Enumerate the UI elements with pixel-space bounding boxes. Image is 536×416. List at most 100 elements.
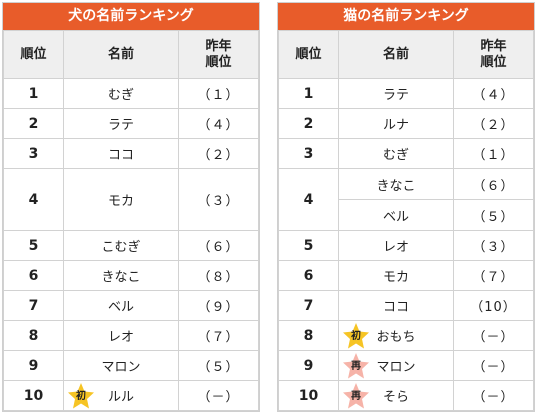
header-row: 順位 名前 昨年 順位 xyxy=(278,30,534,79)
rank-cell: 9 xyxy=(3,350,64,381)
prev-rank-cell: （－） xyxy=(453,350,534,381)
table-row: ベル （５） xyxy=(279,199,534,231)
name-cell: こむぎ xyxy=(63,230,179,261)
prev-rank-cell: （１） xyxy=(453,138,534,169)
table-row: 2 ラテ （４） xyxy=(3,108,259,139)
prev-rank-cell: （７） xyxy=(178,320,259,351)
rank-cell: 9 xyxy=(278,350,339,381)
prev-rank-cell: （１） xyxy=(178,78,259,109)
table-row: 4 きなこ （６） xyxy=(278,168,534,231)
prev-rank-cell: （５） xyxy=(453,199,534,231)
name-cell: 再 マロン xyxy=(338,350,454,381)
table-row: 10 初 ルル （－） xyxy=(3,380,259,411)
header-prev-rank: 昨年 順位 xyxy=(178,30,259,79)
new-entry-badge: 初 xyxy=(67,382,95,410)
name-cell: モカ xyxy=(63,168,179,231)
name-cell: モカ xyxy=(338,260,454,291)
name-cell: レオ xyxy=(63,320,179,351)
name-label: マロン xyxy=(376,360,416,375)
table-row: 8 初 おもち （－） xyxy=(278,320,534,351)
prev-rank-cell: （８） xyxy=(178,260,259,291)
name-cell: マロン xyxy=(63,350,179,381)
table-row: 8 レオ （７） xyxy=(3,320,259,351)
prev-rank-cell: （７） xyxy=(453,260,534,291)
name-cell: ココ xyxy=(338,290,454,321)
rank-cell: 7 xyxy=(3,290,64,321)
name-cell: ココ xyxy=(63,138,179,169)
rank-cell: 1 xyxy=(3,78,64,109)
name-cell: むぎ xyxy=(63,78,179,109)
rank-cell: 10 xyxy=(3,380,64,411)
table-row: 4 モカ （３） xyxy=(3,168,259,231)
cat-ranking-table: 順位 名前 昨年 順位 1 ラテ （４） 2 ルナ （２） 3 むぎ xyxy=(278,30,534,411)
rank-cell: 6 xyxy=(3,260,64,291)
rank-cell: 5 xyxy=(278,230,339,261)
prev-rank-cell: （－） xyxy=(453,380,534,411)
dog-ranking-panel: 犬の名前ランキング 順位 名前 昨年 順位 1 むぎ （１） 2 ラテ （４） xyxy=(2,2,260,412)
header-name: 名前 xyxy=(338,30,454,79)
dog-ranking-table: 順位 名前 昨年 順位 1 むぎ （１） 2 ラテ （４） 3 ココ xyxy=(3,30,259,411)
reentry-badge: 再 xyxy=(342,382,370,410)
cat-ranking-title: 猫の名前ランキング xyxy=(278,3,534,30)
name-cell: ベル xyxy=(63,290,179,321)
rank-cell: 6 xyxy=(278,260,339,291)
header-rank: 順位 xyxy=(278,30,339,79)
reentry-badge: 再 xyxy=(342,352,370,380)
table-row: 3 ココ （２） xyxy=(3,138,259,169)
star-icon xyxy=(68,382,94,408)
table-row: 7 ココ （10） xyxy=(278,290,534,321)
reentry-badge-label: 再 xyxy=(351,390,361,402)
rank-cell: 3 xyxy=(278,138,339,169)
name-cell: きなこ xyxy=(63,260,179,291)
new-entry-badge: 初 xyxy=(342,322,370,350)
prev-rank-cell: （３） xyxy=(178,168,259,231)
dog-ranking-title: 犬の名前ランキング xyxy=(3,3,259,30)
table-row: 9 再 マロン （－） xyxy=(278,350,534,381)
star-icon xyxy=(343,382,369,408)
name-label: おもち xyxy=(376,330,416,345)
name-cell: ラテ xyxy=(338,78,454,109)
name-label: ルル xyxy=(107,390,134,405)
prev-rank-cell: （６） xyxy=(178,230,259,261)
table-row: 3 むぎ （１） xyxy=(278,138,534,169)
prev-rank-cell: （３） xyxy=(453,230,534,261)
rank-cell: 1 xyxy=(278,78,339,109)
prev-rank-cell: （５） xyxy=(178,350,259,381)
prev-rank-cell: （－） xyxy=(453,320,534,351)
header-prev-rank: 昨年 順位 xyxy=(453,30,534,79)
name-cell: ラテ xyxy=(63,108,179,139)
header-name: 名前 xyxy=(63,30,179,79)
header-prev-line1: 昨年 xyxy=(205,38,232,54)
table-row: 9 マロン （５） xyxy=(3,350,259,381)
table-row: 1 ラテ （４） xyxy=(278,78,534,109)
name-cell: 再 そら xyxy=(338,380,454,411)
table-row: 5 こむぎ （６） xyxy=(3,230,259,261)
name-cell: 初 おもち xyxy=(338,320,454,351)
prev-rank-cell: （２） xyxy=(453,108,534,139)
table-row: 1 むぎ （１） xyxy=(3,78,259,109)
prev-rank-cell: （10） xyxy=(453,290,534,321)
new-entry-badge-label: 初 xyxy=(76,390,86,402)
table-row: 5 レオ （３） xyxy=(278,230,534,261)
rank-cell: 2 xyxy=(3,108,64,139)
header-rank: 順位 xyxy=(3,30,64,79)
rank-cell: 2 xyxy=(278,108,339,139)
header-prev-line2: 順位 xyxy=(205,54,232,70)
rank-cell: 4 xyxy=(278,168,339,231)
table-row: 2 ルナ （２） xyxy=(278,108,534,139)
table-row: 7 ベル （９） xyxy=(3,290,259,321)
star-icon xyxy=(343,322,369,348)
rank-cell: 10 xyxy=(278,380,339,411)
rank-cell: 7 xyxy=(278,290,339,321)
name-label: そら xyxy=(382,390,409,405)
name-cell: レオ xyxy=(338,230,454,261)
prev-rank-cell: （４） xyxy=(453,78,534,109)
prev-rank-cell: （６） xyxy=(453,168,534,200)
prev-rank-cell: （－） xyxy=(178,380,259,411)
name-cell: きなこ xyxy=(338,168,454,200)
cat-ranking-panel: 猫の名前ランキング 順位 名前 昨年 順位 1 ラテ （４） 2 ルナ （２） xyxy=(277,2,535,412)
rank-cell: 3 xyxy=(3,138,64,169)
header-prev-line2: 順位 xyxy=(480,54,507,70)
name-cell: ルナ xyxy=(338,108,454,139)
prev-rank-cell: （４） xyxy=(178,108,259,139)
